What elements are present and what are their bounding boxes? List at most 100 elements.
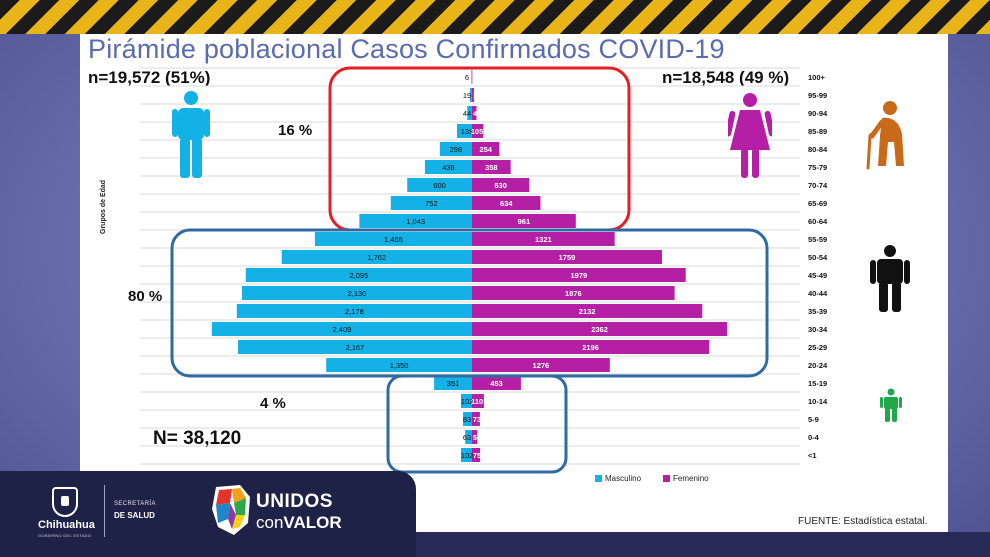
data-label-masculino: 2,095 [349,271,368,280]
data-label-femenino: 634 [500,199,513,208]
data-label-masculino: 102 [461,451,474,460]
data-label-masculino: 1,455 [384,235,403,244]
male-person-icon [172,91,210,178]
category-label: 10-14 [808,397,828,406]
bar-masculino [434,376,472,390]
bar-femenino [472,412,480,426]
category-label: 25-29 [808,343,827,352]
data-label-masculino: 19 [463,91,471,100]
de-salud-text: DE SALUD [114,511,155,520]
child-person-icon [880,388,902,422]
bar-masculino [281,250,472,264]
category-label: 30-34 [808,325,828,334]
bar-femenino [472,106,477,120]
adults-percent: 80 % [128,288,163,305]
bar-masculino [236,304,472,318]
bar-femenino [472,286,675,300]
data-label-masculino: 2,178 [345,307,364,316]
category-label: 85-89 [808,127,827,136]
data-label-masculino: 1,350 [390,361,409,370]
data-label-femenino: 358 [485,163,498,172]
data-label-masculino: 1,043 [406,217,425,226]
bar-masculino [211,322,472,336]
data-label-masculino: 83 [463,415,471,424]
data-label-masculino: 2,409 [333,325,352,334]
bar-masculino [241,286,472,300]
unidos-con-valor-logo-icon [212,485,250,535]
data-label-masculino: 436 [442,163,455,172]
elderly-person-icon [866,101,904,170]
legend-item-masculino: Masculino [595,474,641,483]
bar-femenino [472,214,576,228]
data-label-femenino: 1759 [559,253,576,262]
data-label-femenino: 254 [479,145,492,154]
data-label-masculino: 351 [447,379,460,388]
legend-item-femenino: Femenino [663,474,709,483]
bar-femenino [472,430,478,444]
secretaria-text: SECRETARÍA [114,501,156,507]
bar-masculino [326,358,472,372]
con-valor-text: conVALOR [256,513,342,533]
data-label-femenino: 105 [471,127,484,136]
con-text: con [256,513,284,532]
data-label-femenino: 73 [473,415,481,424]
data-label-femenino: 1321 [535,235,552,244]
data-label-femenino: 1876 [565,289,582,298]
data-label-masculino: 102 [461,397,474,406]
category-label: 50-54 [808,253,828,262]
legend-swatch-femenino [663,475,671,482]
bar-femenino [472,88,474,102]
bar-femenino [472,178,530,192]
bar-masculino [359,214,472,228]
bar-femenino [472,376,521,390]
bar-femenino [472,268,686,282]
bar-femenino [472,394,484,408]
bar-masculino [439,142,472,156]
chart-legend: Masculino Femenino [595,474,731,483]
data-label-femenino: 2196 [582,343,599,352]
adult-person-icon [870,245,910,312]
category-labels-group: 100+ 95-99 90-94 85-89 80-84 75-79 70-74 65-69 6… [808,73,828,460]
data-label-femenino: 2132 [579,307,596,316]
male-total-stat: n=19,572 (51%) [88,68,211,87]
bar-femenino [472,196,541,210]
young-group-box [386,374,568,474]
bar-masculino [460,394,472,408]
category-label: 55-59 [808,235,827,244]
bar-femenino [472,358,610,372]
bar-masculino [390,196,472,210]
bottom-strip [416,532,990,557]
data-label-femenino: 42 [473,109,481,118]
bar-femenino [472,124,484,138]
bar-masculino [424,160,472,174]
bar-femenino [472,160,511,174]
data-label-femenino: 50 [473,433,481,442]
category-label: 80-84 [808,145,828,154]
female-person-icon [728,93,772,178]
bar-masculino [465,430,472,444]
data-label-femenino: 1276 [533,361,550,370]
bar-femenino [472,142,500,156]
data-label-masculino: 139 [461,127,474,136]
category-label: 5-9 [808,415,819,424]
unidos-text: UNIDOS [256,491,333,512]
data-label-masculino: 44 [463,109,471,118]
footer-divider [104,485,105,537]
grand-total-stat: N= 38,120 [153,428,242,449]
state-seal-icon [52,487,78,517]
data-label-masculino: 2,130 [348,289,367,298]
category-label: 95-99 [808,91,827,100]
bar-femenino [472,304,703,318]
source-note: FUENTE: Estadística estatal. [798,516,928,527]
data-label-masculino: 298 [450,145,463,154]
data-label-masculino: 752 [425,199,438,208]
legend-swatch-masculino [595,475,602,482]
hazard-stripe-banner [0,0,990,34]
data-label-femenino: 18 [473,91,481,100]
bar-masculino [314,232,472,246]
bar-masculino [467,106,472,120]
category-label: 90-94 [808,109,828,118]
category-label: 100+ [808,73,826,82]
data-label-femenino: 2362 [591,325,608,334]
